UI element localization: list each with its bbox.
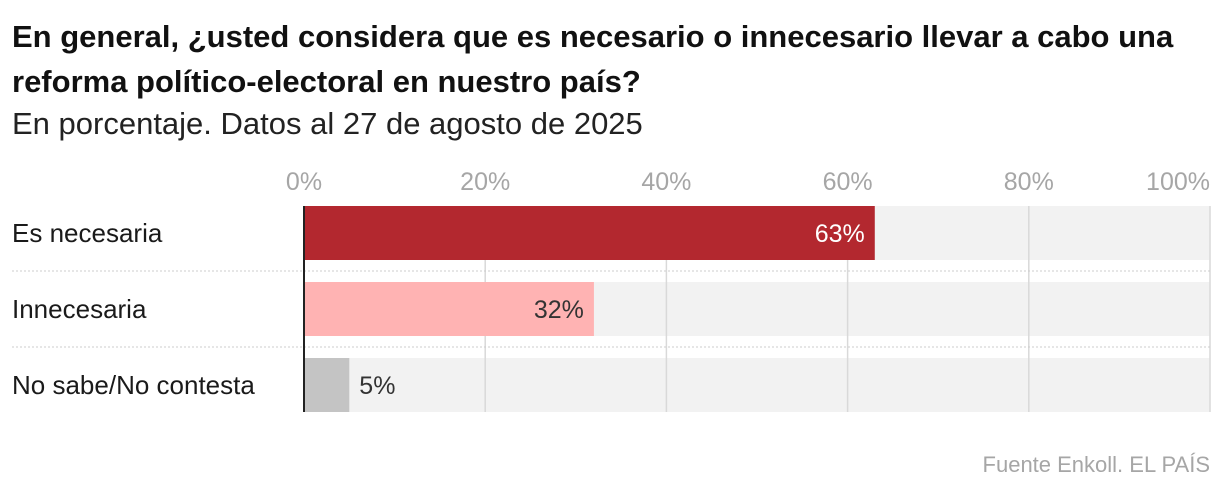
category-label: Es necesaria [12, 218, 163, 248]
bar-track [304, 358, 1210, 412]
bar-value-label: 63% [815, 220, 865, 248]
category-label: No sabe/No contesta [12, 370, 255, 400]
category-label: Innecesaria [12, 294, 147, 324]
bar-value-label: 32% [534, 296, 584, 324]
source-note: Fuente Enkoll. EL PAÍS [982, 452, 1210, 477]
x-tick-label: 20% [460, 168, 510, 196]
x-tick-label: 40% [641, 168, 691, 196]
bar-chart: 0% 20% 40% 60% 80% 100% 63% Es necesaria 32% Inne… [12, 168, 1211, 412]
x-tick-label: 60% [823, 168, 873, 196]
x-tick-label: 0% [286, 168, 322, 196]
chart-title: En general, ¿usted considera que es nece… [12, 19, 1174, 99]
x-tick-label: 80% [1004, 168, 1054, 196]
bar [304, 206, 875, 260]
bar-value-label: 5% [359, 372, 395, 400]
bar [304, 358, 350, 412]
bar [304, 282, 594, 336]
x-tick-label: 100% [1146, 168, 1210, 196]
chart-subtitle: En porcentaje. Datos al 27 de agosto de … [12, 106, 643, 141]
